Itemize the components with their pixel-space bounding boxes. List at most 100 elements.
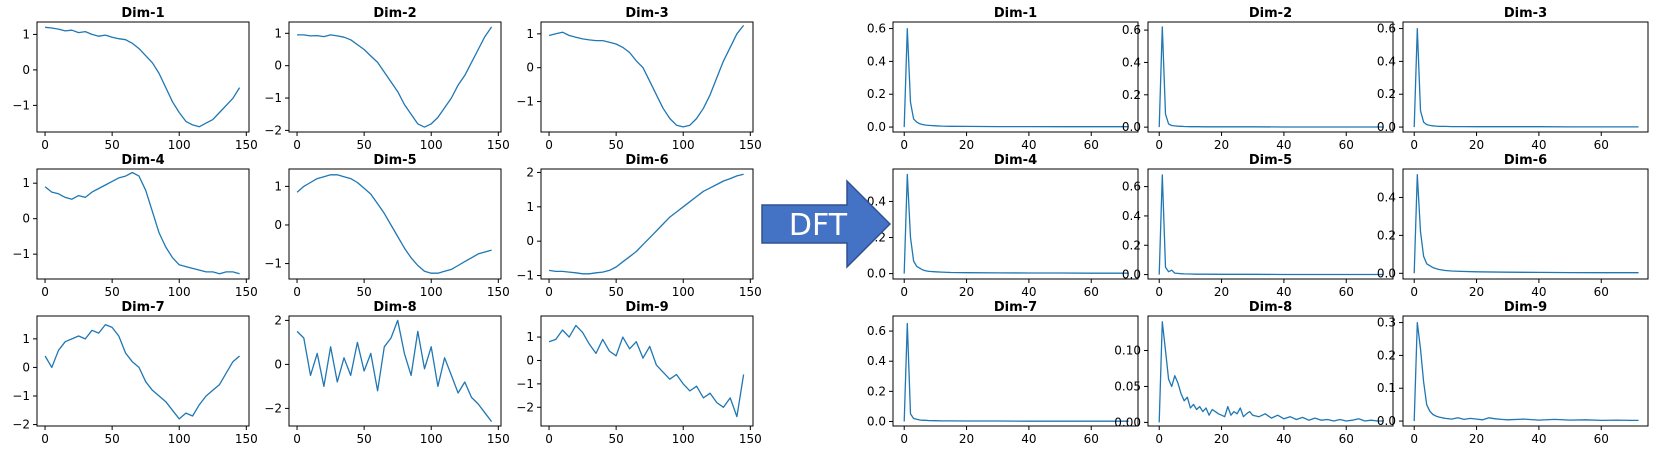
y-tick-label: 0.2 bbox=[867, 384, 886, 398]
axes-frame bbox=[892, 21, 1139, 133]
x-tick-label: 0 bbox=[900, 432, 908, 446]
y-tick-label: 0.0 bbox=[1377, 414, 1396, 428]
panel-dft-9: Dim-9 0 20 40 60 0.0 0.1 0.2 0.3 bbox=[1377, 300, 1649, 446]
panel-dft-4: Dim-4 0 20 40 60 0.0 0.2 0.4 bbox=[867, 153, 1139, 299]
y-tick-label: 0.05 bbox=[1114, 379, 1141, 393]
x-tick-label: 20 bbox=[1214, 285, 1229, 299]
y-tick-label: 0 bbox=[274, 357, 282, 371]
x-tick-label: 0 bbox=[293, 285, 301, 299]
panel-title: Dim-4 bbox=[121, 153, 164, 168]
x-tick-label: 60 bbox=[1594, 138, 1609, 152]
y-tick-label: 0.0 bbox=[867, 267, 886, 281]
y-tick-label: 0.2 bbox=[1377, 87, 1396, 101]
x-tick-label: 40 bbox=[1021, 138, 1036, 152]
x-tick-label: 40 bbox=[1531, 285, 1546, 299]
y-tick-label: 0.0 bbox=[1122, 268, 1141, 282]
y-tick-label: 0.3 bbox=[1377, 316, 1396, 330]
x-tick-label: 0 bbox=[1410, 432, 1418, 446]
y-tick-label: 1 bbox=[22, 27, 30, 41]
x-tick-label: 0 bbox=[1155, 138, 1163, 152]
x-tick-label: 20 bbox=[959, 138, 974, 152]
x-tick-label: 50 bbox=[608, 138, 623, 152]
y-tick-label: 1 bbox=[274, 26, 282, 40]
series-line bbox=[548, 324, 745, 418]
panel-time-4: Dim-4 0 50 100 150 −1 0 1 bbox=[12, 153, 257, 299]
series-line bbox=[1158, 321, 1384, 423]
x-tick-label: 100 bbox=[420, 432, 443, 446]
y-tick-label: 0.2 bbox=[1122, 238, 1141, 252]
y-tick-label: 0.2 bbox=[867, 87, 886, 101]
x-tick-label: 50 bbox=[608, 432, 623, 446]
y-tick-label: 0.4 bbox=[1377, 54, 1396, 68]
panel-time-5: Dim-5 0 50 100 150 −1 0 1 bbox=[264, 153, 509, 299]
y-tick-label: 2 bbox=[526, 165, 534, 179]
y-tick-label: 0.0 bbox=[867, 120, 886, 134]
y-tick-label: 1 bbox=[526, 27, 534, 41]
panel-dft-1: Dim-1 0 20 40 60 0.0 0.2 0.4 0.6 bbox=[867, 6, 1139, 152]
panel-dft-7: Dim-7 0 20 40 60 0.0 0.2 0.4 0.6 bbox=[867, 300, 1139, 446]
y-tick-label: 0 bbox=[526, 353, 534, 367]
axes-frame bbox=[540, 21, 754, 133]
x-tick-label: 40 bbox=[1021, 285, 1036, 299]
y-tick-label: 0.6 bbox=[867, 324, 886, 338]
x-tick-label: 60 bbox=[1594, 285, 1609, 299]
y-tick-label: 0.4 bbox=[867, 354, 886, 368]
panel-title: Dim-7 bbox=[121, 300, 164, 315]
panel-dft-6: Dim-6 0 20 40 60 0.0 0.2 0.4 bbox=[1377, 153, 1649, 299]
axes-frame bbox=[540, 168, 754, 280]
series-line bbox=[296, 319, 493, 422]
series-line bbox=[297, 26, 493, 128]
y-tick-label: 0.1 bbox=[1377, 381, 1396, 395]
axes-frame bbox=[1402, 315, 1649, 427]
series-line bbox=[45, 26, 241, 128]
y-tick-label: −1 bbox=[264, 91, 282, 105]
panel-title: Dim-2 bbox=[373, 6, 416, 21]
series-line bbox=[44, 323, 241, 420]
series-line bbox=[903, 27, 1129, 128]
panel-title: Dim-9 bbox=[1504, 300, 1547, 315]
series-line bbox=[1413, 27, 1639, 128]
y-tick-label: 0 bbox=[526, 234, 534, 248]
panel-time-7: Dim-7 0 50 100 150 −2 −1 0 1 bbox=[12, 300, 257, 446]
x-tick-label: 0 bbox=[293, 138, 301, 152]
y-tick-label: −2 bbox=[264, 123, 282, 137]
axes-frame bbox=[892, 168, 1139, 280]
x-tick-label: 150 bbox=[235, 138, 258, 152]
x-tick-label: 50 bbox=[104, 138, 119, 152]
x-tick-label: 40 bbox=[1021, 432, 1036, 446]
y-tick-label: 0.0 bbox=[1377, 120, 1396, 134]
panel-title: Dim-2 bbox=[1249, 6, 1292, 21]
panel-time-2: Dim-2 0 50 100 150 −2 −1 0 1 bbox=[264, 6, 509, 152]
series-line bbox=[296, 174, 492, 274]
axes-frame bbox=[288, 21, 502, 133]
panel-title: Dim-7 bbox=[994, 300, 1037, 315]
x-tick-label: 150 bbox=[235, 432, 258, 446]
panel-title: Dim-6 bbox=[1504, 153, 1547, 168]
x-tick-label: 50 bbox=[356, 138, 371, 152]
y-tick-label: 0.2 bbox=[1377, 228, 1396, 242]
y-tick-label: 0.4 bbox=[1122, 209, 1141, 223]
y-tick-label: 0.6 bbox=[867, 22, 886, 36]
axes-frame bbox=[1402, 21, 1649, 133]
x-tick-label: 20 bbox=[1469, 138, 1484, 152]
x-tick-label: 150 bbox=[739, 285, 762, 299]
y-tick-label: 0.4 bbox=[867, 54, 886, 68]
y-tick-label: 0 bbox=[274, 59, 282, 73]
panel-time-8: Dim-8 0 50 100 150 −2 0 2 bbox=[264, 300, 509, 446]
x-tick-label: 50 bbox=[356, 432, 371, 446]
x-tick-label: 40 bbox=[1276, 138, 1291, 152]
x-tick-label: 0 bbox=[1410, 285, 1418, 299]
panel-dft-5: Dim-5 0 20 40 60 0.0 0.2 0.4 0.6 bbox=[1122, 153, 1394, 299]
y-tick-label: 0.6 bbox=[1377, 22, 1396, 36]
axes-frame bbox=[540, 315, 754, 427]
axes-frame bbox=[36, 21, 250, 133]
y-tick-label: 0.4 bbox=[1122, 55, 1141, 69]
x-tick-label: 50 bbox=[104, 432, 119, 446]
y-tick-label: −1 bbox=[12, 247, 30, 261]
series-line bbox=[903, 173, 1129, 274]
panel-time-3: Dim-3 0 50 100 150 −1 0 1 bbox=[516, 6, 761, 152]
panel-dft-3: Dim-3 0 20 40 60 0.0 0.2 0.4 0.6 bbox=[1377, 6, 1649, 152]
panel-title: Dim-5 bbox=[1249, 153, 1292, 168]
x-tick-label: 60 bbox=[1084, 432, 1099, 446]
